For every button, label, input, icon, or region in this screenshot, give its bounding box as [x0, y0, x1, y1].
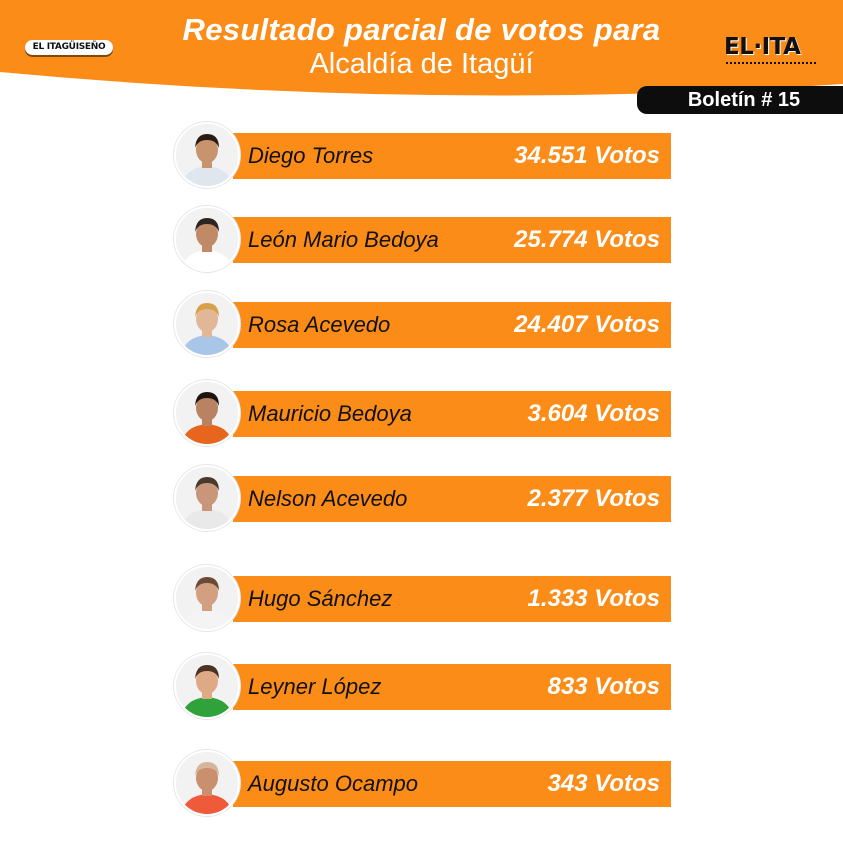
candidate-bar: [233, 664, 671, 710]
candidate-photo: [174, 750, 240, 816]
candidate-photo: [174, 291, 240, 357]
candidate-row: Rosa Acevedo 24.407 Votos: [0, 291, 843, 359]
candidate-bar: [233, 302, 671, 348]
candidate-votes: 833 Votos: [547, 673, 661, 700]
candidate-photo: [174, 465, 240, 531]
candidate-name: Hugo Sánchez: [248, 586, 393, 611]
candidate-votes: 1.333 Votos: [527, 585, 660, 612]
candidate-row: Augusto Ocampo 343 Votos: [0, 750, 843, 818]
candidate-votes: 343 Votos: [547, 770, 661, 797]
candidate-row: Leyner López 833 Votos: [0, 653, 843, 721]
bulletin-badge: Boletín # 15: [637, 86, 843, 114]
candidate-name: Mauricio Bedoya: [248, 401, 412, 426]
el-ita-logo-text: EL·ITA: [724, 34, 801, 60]
candidate-votes: 34.551 Votos: [514, 142, 660, 169]
el-ita-logo: EL·ITA: [724, 32, 818, 68]
candidate-bar: [233, 576, 671, 622]
candidate-row: Hugo Sánchez 1.333 Votos: [0, 565, 843, 633]
candidate-bar: [233, 133, 671, 179]
candidate-name: Diego Torres: [248, 143, 374, 168]
candidate-row: Mauricio Bedoya 3.604 Votos: [0, 380, 843, 448]
candidate-name: León Mario Bedoya: [248, 227, 439, 252]
header-banner: Resultado parcial de votos para Alcaldía…: [0, 0, 843, 110]
candidate-bar: [233, 217, 671, 263]
candidate-votes: 25.774 Votos: [514, 226, 660, 253]
el-itaguiseno-logo: EL ITAGÜISEÑO: [25, 40, 113, 55]
candidate-name: Leyner López: [248, 674, 382, 699]
candidate-photo: [174, 206, 240, 272]
candidate-row: León Mario Bedoya 25.774 Votos: [0, 206, 843, 274]
candidate-bar: [233, 391, 671, 437]
candidate-name: Rosa Acevedo: [248, 312, 391, 337]
candidate-row: Diego Torres 34.551 Votos: [0, 122, 843, 190]
candidate-bar: [233, 476, 671, 522]
candidate-row: Nelson Acevedo 2.377 Votos: [0, 465, 843, 533]
candidate-name: Nelson Acevedo: [248, 486, 408, 511]
candidate-votes: 3.604 Votos: [527, 400, 660, 427]
title-line-1: Resultado parcial de votos para: [182, 12, 661, 47]
candidate-photo: [174, 122, 240, 188]
candidate-photo: [174, 653, 240, 719]
candidate-bar: [233, 761, 671, 807]
logo-dotted-line: [726, 62, 816, 66]
candidate-photo: [174, 565, 240, 631]
candidate-votes: 2.377 Votos: [527, 485, 660, 512]
candidate-votes: 24.407 Votos: [514, 311, 660, 338]
candidate-name: Augusto Ocampo: [248, 771, 418, 796]
orange-banner-shape: [0, 0, 843, 96]
candidate-photo: [174, 380, 240, 446]
title-line-2: Alcaldía de Itagüí: [309, 48, 534, 80]
